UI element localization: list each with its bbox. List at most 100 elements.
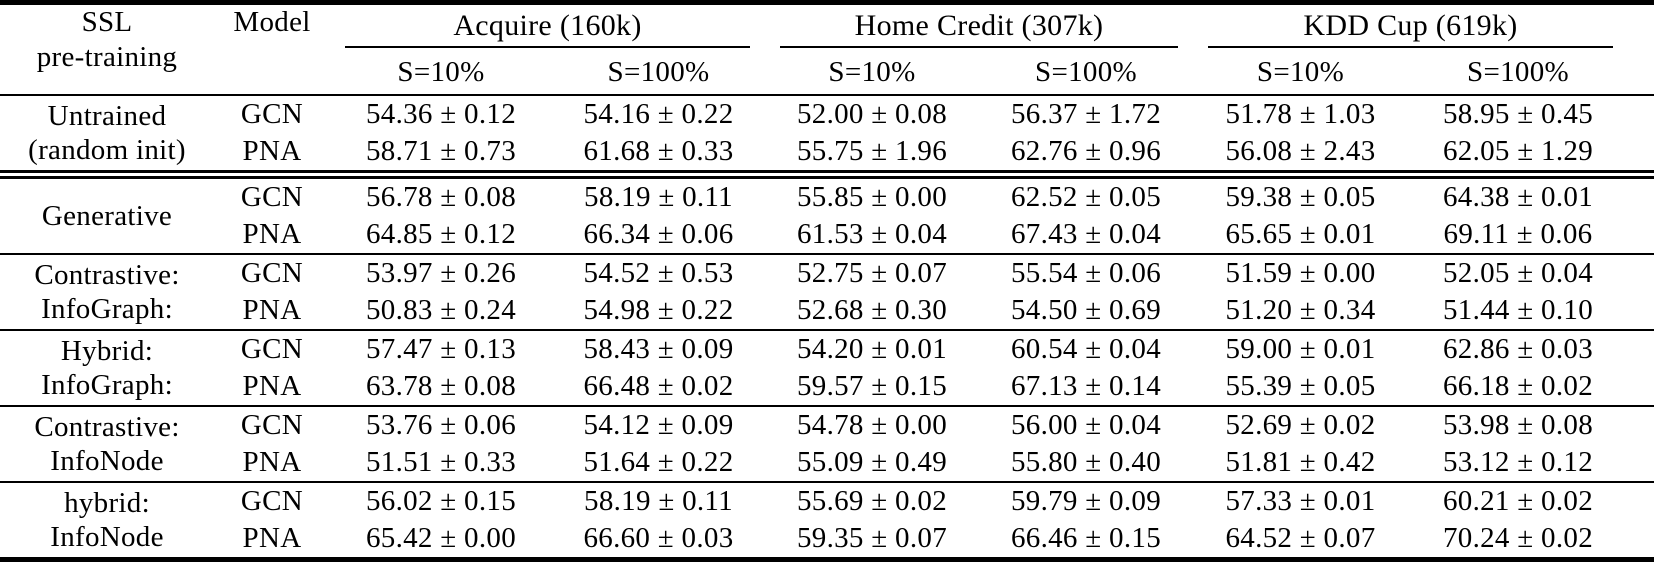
- value-cell: 51.81 ± 0.42: [1225, 445, 1376, 478]
- value-cell: 52.00 ± 0.08: [796, 97, 948, 130]
- value-cell: 54.78 ± 0.00: [765, 404, 979, 444]
- value-cell: 58.71 ± 0.73: [365, 134, 517, 167]
- subheader-home-credit-s100: S=100%: [979, 50, 1193, 96]
- value-cell: 55.69 ± 0.02: [765, 480, 979, 520]
- value-cell: 60.54 ± 0.04: [979, 328, 1193, 368]
- header-ssl-line1: SSL: [81, 6, 133, 38]
- header-ssl-line2: pre-training: [36, 41, 178, 73]
- model-cell: PNA: [242, 293, 302, 326]
- value-cell: 62.86 ± 0.03: [1408, 328, 1654, 368]
- table-row: PNA 63.78 ± 0.08 66.48 ± 0.02 59.57 ± 0.15 6…: [0, 368, 1654, 406]
- value-cell: 52.05 ± 0.04: [1408, 252, 1654, 292]
- value-cell: 69.11 ± 0.06: [1443, 217, 1593, 250]
- ssl-pretraining-cell: Hybrid: InfoGraph:: [0, 328, 214, 406]
- value-cell: 66.60 ± 0.03: [583, 521, 734, 554]
- value-cell: 61.53 ± 0.04: [796, 217, 948, 250]
- value-cell: 54.12 ± 0.09: [552, 404, 765, 444]
- value-cell: 65.42 ± 0.00: [365, 521, 517, 554]
- value-cell: 51.44 ± 0.10: [1442, 293, 1594, 326]
- value-cell: 59.00 ± 0.01: [1193, 328, 1408, 368]
- value-cell: 53.98 ± 0.08: [1408, 404, 1654, 444]
- model-cell: GCN: [214, 252, 330, 292]
- value-cell: 67.13 ± 0.14: [1010, 369, 1162, 402]
- value-cell: 62.05 ± 1.29: [1442, 134, 1594, 167]
- model-cell: PNA: [242, 445, 302, 478]
- ssl-pretraining-label: Generative: [41, 199, 173, 232]
- value-cell: 64.85 ± 0.12: [365, 217, 517, 250]
- value-cell: 65.65 ± 0.01: [1225, 217, 1376, 250]
- value-cell: 51.59 ± 0.00: [1193, 252, 1408, 292]
- model-cell: PNA: [242, 217, 302, 250]
- value-cell: 53.97 ± 0.26: [330, 252, 552, 292]
- value-cell: 56.37 ± 1.72: [1010, 97, 1162, 130]
- ssl-pretraining-cell: Contrastive: InfoNode: [0, 404, 214, 482]
- model-cell: PNA: [242, 369, 302, 402]
- ssl-pretraining-cell: Contrastive: InfoGraph:: [0, 252, 214, 330]
- table-row: PNA 51.51 ± 0.33 51.64 ± 0.22 55.09 ± 0.49 5…: [0, 444, 1654, 482]
- header-group-home-credit: Home Credit (307k): [765, 3, 1193, 51]
- value-cell: 53.12 ± 0.12: [1442, 445, 1594, 478]
- table-row: Generative GCN 56.78 ± 0.08 58.19 ± 0.11 55.…: [0, 169, 1654, 254]
- value-cell: 56.00 ± 0.04: [979, 404, 1193, 444]
- table-row: Untrained (random init) GCN 54.36 ± 0.12 54.…: [0, 95, 1654, 166]
- ssl-pretraining-label: Untrained: [47, 99, 167, 132]
- value-cell: 51.51 ± 0.33: [365, 445, 517, 478]
- subheader-home-credit-s10: S=10%: [765, 50, 979, 96]
- value-cell: 51.78 ± 1.03: [1225, 97, 1376, 130]
- table-row: PNA 65.42 ± 0.00 66.60 ± 0.03 59.35 ± 0.07 6…: [0, 520, 1654, 560]
- model-cell: GCN: [214, 404, 330, 444]
- header-group-acquire: Acquire (160k): [330, 3, 765, 51]
- value-cell: 58.19 ± 0.11: [552, 480, 765, 520]
- value-cell: 50.83 ± 0.24: [365, 293, 517, 326]
- header-group-row: SSL pre-training Model Acquire (160k) Ho…: [0, 2, 1654, 96]
- subheader-acquire-s10: S=10%: [330, 50, 552, 96]
- value-cell: 58.19 ± 0.11: [552, 169, 765, 216]
- header-model: Model: [214, 2, 330, 96]
- value-cell: 52.69 ± 0.02: [1193, 404, 1408, 444]
- value-cell: 66.18 ± 0.02: [1442, 369, 1594, 402]
- header-group-acquire-label: Acquire (160k): [345, 5, 750, 48]
- value-cell: 54.20 ± 0.01: [765, 328, 979, 368]
- model-cell: GCN: [214, 169, 330, 216]
- value-cell: 66.48 ± 0.02: [583, 369, 734, 402]
- value-cell: 55.85 ± 0.00: [765, 169, 979, 216]
- value-cell: 66.46 ± 0.15: [1010, 521, 1162, 554]
- value-cell: 51.64 ± 0.22: [583, 445, 734, 478]
- value-cell: 62.76 ± 0.96: [1010, 134, 1162, 167]
- value-cell: 56.02 ± 0.15: [330, 480, 552, 520]
- ssl-pretraining-label: InfoNode: [50, 444, 164, 477]
- value-cell: 64.52 ± 0.07: [1225, 521, 1376, 554]
- subheader-kdd-cup-s10: S=10%: [1193, 50, 1408, 96]
- ssl-pretraining-cell: Generative: [0, 169, 214, 254]
- table-header: SSL pre-training Model Acquire (160k) Ho…: [0, 2, 1654, 96]
- table-row: Contrastive: InfoGraph: GCN 53.97 ± 0.26 54.…: [0, 252, 1654, 330]
- value-cell: 59.79 ± 0.09: [979, 480, 1193, 520]
- value-cell: 66.34 ± 0.06: [583, 217, 734, 250]
- table-row: hybrid: InfoNode GCN 56.02 ± 0.15 58.19 ± 0.…: [0, 480, 1654, 559]
- header-group-home-credit-label: Home Credit (307k): [779, 5, 1179, 48]
- table-body: Untrained (random init) GCN 54.36 ± 0.12 54.…: [0, 95, 1654, 560]
- value-cell: 59.57 ± 0.15: [796, 369, 948, 402]
- value-cell: 62.52 ± 0.05: [979, 169, 1193, 216]
- value-cell: 53.76 ± 0.06: [330, 404, 552, 444]
- model-cell: PNA: [242, 521, 302, 554]
- value-cell: 64.38 ± 0.01: [1408, 169, 1654, 216]
- value-cell: 67.43 ± 0.04: [1010, 217, 1162, 250]
- ssl-pretraining-label: (random init): [28, 133, 186, 166]
- model-cell: GCN: [214, 480, 330, 520]
- value-cell: 58.95 ± 0.45: [1442, 97, 1594, 130]
- header-ssl-pretraining: SSL pre-training: [0, 2, 214, 96]
- value-cell: 59.38 ± 0.05: [1193, 169, 1408, 216]
- value-cell: 58.43 ± 0.09: [552, 328, 765, 368]
- value-cell: 54.98 ± 0.22: [583, 293, 734, 326]
- model-cell: PNA: [242, 134, 302, 167]
- table-row: PNA 58.71 ± 0.73 61.68 ± 0.33 55.75 ± 1.96 6…: [0, 133, 1654, 175]
- value-cell: 60.21 ± 0.02: [1408, 480, 1654, 520]
- ssl-pretraining-label: Hybrid:: [60, 334, 154, 367]
- value-cell: 57.33 ± 0.01: [1193, 480, 1408, 520]
- header-group-kdd-cup-label: KDD Cup (619k): [1208, 5, 1613, 48]
- value-cell: 52.68 ± 0.30: [796, 293, 948, 326]
- value-cell: 63.78 ± 0.08: [365, 369, 517, 402]
- ssl-pretraining-label: InfoNode: [50, 520, 164, 553]
